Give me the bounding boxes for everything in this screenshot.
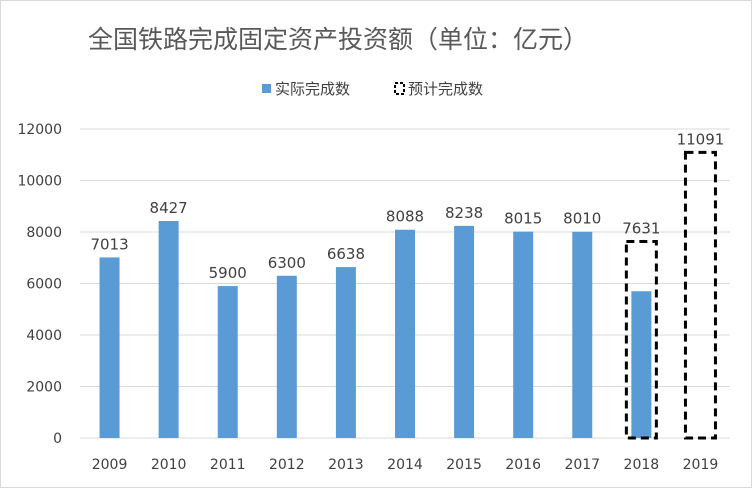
data-label-2011: 5900	[209, 264, 247, 282]
legend-swatch-actual	[262, 84, 271, 93]
y-tick-label: 0	[53, 431, 62, 447]
bar-actual-2011	[217, 286, 238, 438]
data-label-2019: 11091	[677, 130, 725, 148]
legend: 实际完成数 预计完成数	[262, 80, 483, 98]
x-tick-label: 2009	[92, 457, 128, 473]
bar-actual-2010	[158, 221, 179, 438]
data-label-2012: 6300	[268, 254, 306, 272]
x-tick-label: 2014	[387, 457, 423, 473]
x-tick-label: 2013	[328, 457, 364, 473]
y-tick-label: 6000	[26, 277, 62, 293]
bar-actual-2009	[99, 257, 120, 438]
data-label-2010: 8427	[150, 199, 188, 217]
data-label-2017: 8010	[563, 210, 601, 228]
data-label-2014: 8088	[386, 208, 424, 226]
y-tick-label: 2000	[26, 380, 62, 396]
x-tick-label: 2019	[683, 457, 719, 473]
x-tick-label: 2016	[505, 457, 541, 473]
y-tick-label: 12000	[17, 122, 62, 138]
bars	[99, 150, 717, 440]
data-label-2009: 7013	[90, 235, 128, 253]
data-labels: 7013 8427 5900 6300 6638 8088 8238 8015 8010 7631…	[90, 130, 724, 282]
bar-expected-2019	[683, 150, 717, 440]
y-axis: 0 2000 4000 6000 8000 10000 12000	[17, 122, 62, 447]
x-tick-label: 2018	[624, 457, 660, 473]
data-label-2015: 8238	[445, 204, 483, 222]
data-label-2016: 8015	[504, 210, 542, 228]
legend-label-actual: 实际完成数	[275, 80, 350, 98]
bar-actual-2012	[276, 275, 297, 438]
x-axis: 2009 2010 2011 2012 2013 2014 2015 2016 2017 2018…	[92, 457, 719, 473]
bar-actual-2013	[335, 267, 356, 438]
data-label-2013: 6638	[327, 245, 365, 263]
y-tick-label: 8000	[26, 225, 62, 241]
data-label-2018: 7631	[622, 220, 660, 238]
x-tick-label: 2012	[269, 457, 305, 473]
legend-label-expected: 预计完成数	[408, 80, 483, 98]
chart-title: 全国铁路完成固定资产投资额（单位：亿元）	[88, 25, 588, 54]
y-tick-label: 4000	[26, 328, 62, 344]
bar-actual-2016	[513, 231, 534, 438]
x-tick-label: 2010	[151, 457, 187, 473]
x-tick-label: 2011	[210, 457, 246, 473]
bar-actual-2017	[572, 231, 593, 438]
x-tick-label: 2015	[446, 457, 482, 473]
bar-expected-2018	[624, 240, 658, 440]
x-tick-label: 2017	[564, 457, 600, 473]
bar-actual-2018	[631, 291, 652, 438]
bar-actual-2015	[454, 225, 475, 438]
y-tick-label: 10000	[17, 174, 62, 190]
bar-actual-2014	[395, 229, 415, 438]
